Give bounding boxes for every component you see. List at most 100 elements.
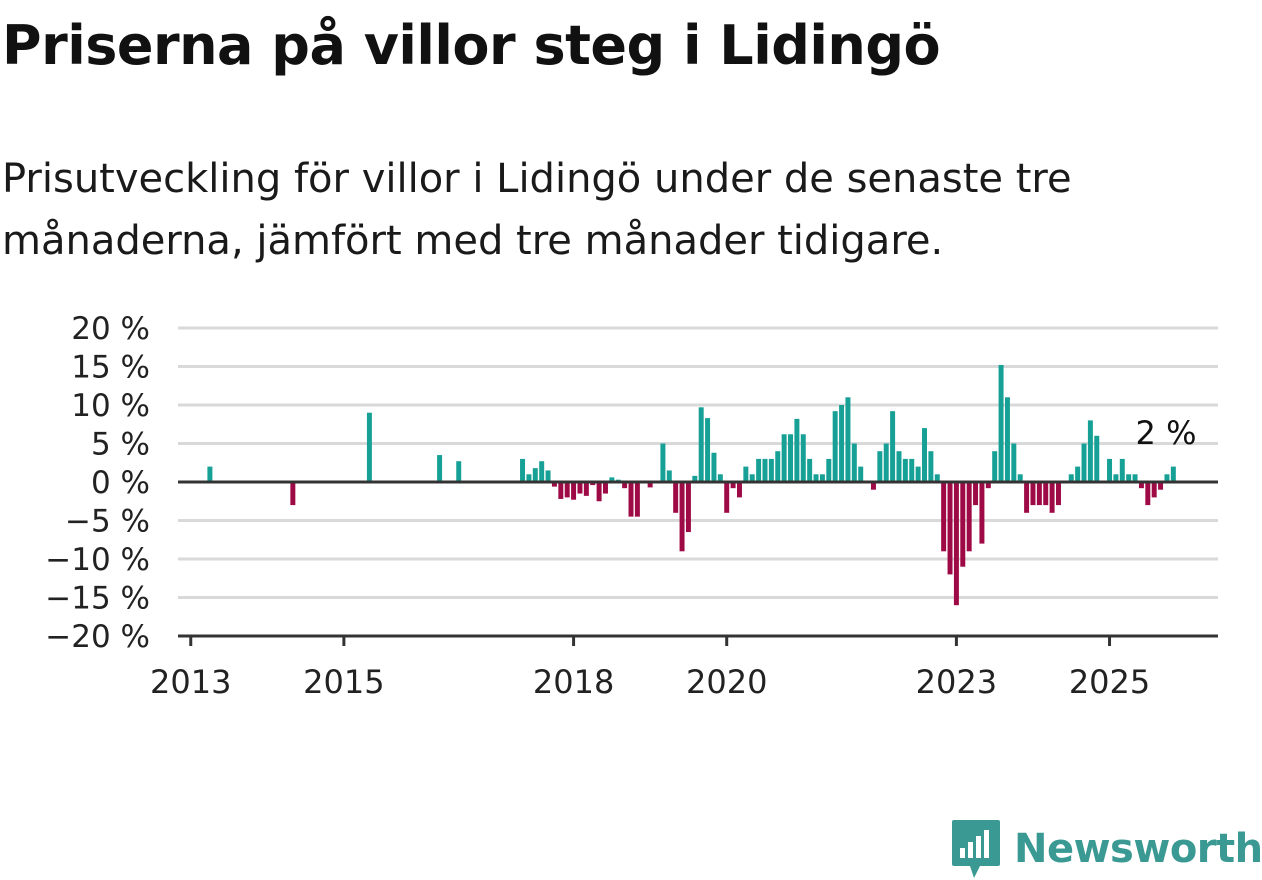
axes [178,480,1218,646]
bar [1126,474,1132,482]
bar [590,482,596,486]
bar [366,412,372,482]
bar [928,451,934,482]
bar [973,482,979,506]
bar [877,451,883,482]
bar [647,482,653,488]
y-tick-label: 0 % [91,465,150,501]
x-tick-label: 2013 [150,663,231,701]
bar [998,364,1004,482]
bar [564,482,570,498]
bar [583,482,589,496]
x-axis-labels: 2013 2015 2018 2020 2023 2025 [150,663,1150,701]
bar [526,474,532,482]
bar [730,482,736,489]
gridlines [178,326,1218,599]
bar [756,458,762,482]
x-tick-label: 2018 [533,663,614,701]
newsworthy-logo-icon [952,820,1000,878]
bar [685,482,691,533]
bar [1075,466,1081,482]
bar [634,482,640,517]
y-tick-label: 5 % [91,427,150,463]
brand-logo: Newsworthy [950,818,1262,880]
bar [1068,474,1074,482]
x-tick-label: 2020 [686,663,767,701]
bar [545,470,551,482]
x-tick-label: 2015 [303,663,384,701]
bar [660,443,666,482]
bar [705,418,711,482]
bar [1011,443,1017,482]
y-tick-label: 20 % [71,311,150,347]
bar [953,482,959,606]
bar-chart: 20 %15 %10 %5 %0 %−5 %−10 %−15 %−20 % 20… [45,311,1218,701]
bar [1004,397,1010,482]
y-tick-label: 10 % [71,388,150,424]
bar [800,434,806,482]
bar [437,455,443,482]
bar [724,482,730,513]
y-tick-label: 15 % [71,350,150,386]
bar [1132,474,1138,482]
bar [768,458,774,482]
bar [915,466,921,482]
y-tick-label: −20 % [45,619,150,655]
bar [539,461,545,482]
bar [679,482,685,552]
bars [207,364,1176,606]
bar [577,482,583,494]
bar [1087,420,1093,482]
bar [941,482,947,552]
bar [985,482,991,489]
bar [551,482,557,487]
bar [1107,458,1113,482]
bar [883,443,889,482]
bar [1145,482,1151,506]
x-tick-label: 2025 [1069,663,1150,701]
bar [934,474,940,482]
bar [845,397,851,482]
bar [909,458,915,482]
bar [1164,474,1170,482]
bar [207,466,213,482]
bar [290,482,296,506]
bar [1138,482,1144,489]
bar [558,482,564,499]
bar [743,466,749,482]
bar [1049,482,1055,513]
bar [902,458,908,482]
bar [1119,458,1125,482]
bar [1024,482,1030,513]
bar [992,451,998,482]
bar [1170,466,1176,482]
bar [1081,443,1087,482]
bar [794,418,800,482]
y-tick-label: −15 % [45,581,150,617]
bar [532,468,538,482]
chart-title: Priserna på villor steg i Lidingö [2,14,941,77]
bar [826,458,832,482]
bar [666,470,672,482]
y-axis-labels: 20 %15 %10 %5 %0 %−5 %−10 %−15 %−20 % [45,311,150,655]
bar [788,434,794,482]
bar [609,477,615,482]
bar [596,482,602,502]
bar [762,458,768,482]
bar [922,428,927,482]
bar [1036,482,1042,506]
bar [622,482,628,489]
bar [775,451,781,482]
bar [960,482,966,567]
bar [839,405,845,482]
brand-name: Newsworthy [1014,826,1262,872]
bar [673,482,679,513]
bar [896,451,902,482]
bar [807,458,813,482]
bar [1017,474,1023,482]
bar [1151,482,1157,498]
bar [1043,482,1049,506]
bar [781,434,787,482]
bar [1056,482,1061,506]
bar [692,475,698,482]
